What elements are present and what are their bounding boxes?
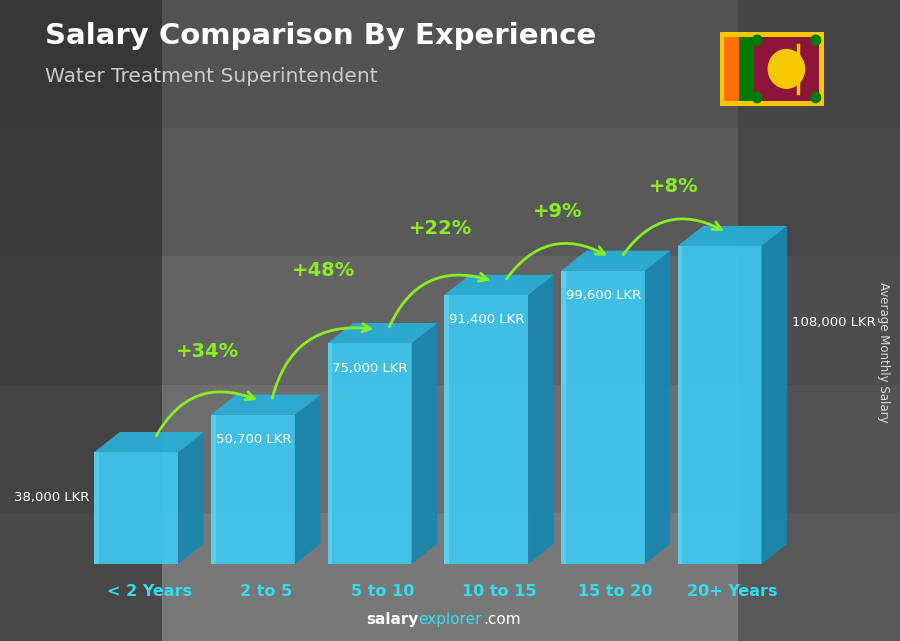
Circle shape bbox=[811, 92, 821, 103]
Circle shape bbox=[769, 49, 805, 88]
Polygon shape bbox=[561, 251, 670, 271]
Polygon shape bbox=[328, 344, 411, 564]
Polygon shape bbox=[678, 246, 761, 564]
Polygon shape bbox=[211, 415, 215, 564]
Text: +22%: +22% bbox=[409, 219, 472, 238]
Polygon shape bbox=[211, 415, 295, 564]
Polygon shape bbox=[328, 344, 332, 564]
Text: 91,400 LKR: 91,400 LKR bbox=[449, 313, 524, 326]
Text: +48%: +48% bbox=[292, 260, 356, 279]
Polygon shape bbox=[445, 275, 554, 295]
Polygon shape bbox=[411, 323, 437, 564]
Text: 50,700 LKR: 50,700 LKR bbox=[215, 433, 291, 446]
Text: +34%: +34% bbox=[176, 342, 238, 362]
Polygon shape bbox=[678, 226, 788, 246]
Bar bbox=[724, 37, 739, 101]
Circle shape bbox=[752, 92, 762, 103]
Text: 75,000 LKR: 75,000 LKR bbox=[332, 362, 408, 375]
Text: 2 to 5: 2 to 5 bbox=[239, 585, 292, 599]
Bar bbox=[739, 37, 753, 101]
Text: salary: salary bbox=[366, 612, 418, 627]
Text: 5 to 10: 5 to 10 bbox=[351, 585, 414, 599]
Polygon shape bbox=[445, 295, 449, 564]
Text: Average Monthly Salary: Average Monthly Salary bbox=[878, 282, 890, 423]
Polygon shape bbox=[761, 226, 788, 564]
Text: +9%: +9% bbox=[533, 203, 582, 221]
Text: 108,000 LKR: 108,000 LKR bbox=[792, 316, 876, 329]
Polygon shape bbox=[561, 271, 565, 564]
Polygon shape bbox=[328, 323, 437, 344]
Bar bbox=[753, 37, 819, 101]
Text: .com: .com bbox=[483, 612, 521, 627]
Text: 15 to 20: 15 to 20 bbox=[579, 585, 652, 599]
Circle shape bbox=[752, 35, 762, 46]
Polygon shape bbox=[528, 275, 554, 564]
Polygon shape bbox=[295, 395, 320, 564]
Polygon shape bbox=[94, 452, 178, 564]
Polygon shape bbox=[94, 432, 203, 452]
Polygon shape bbox=[678, 246, 682, 564]
Text: +8%: +8% bbox=[649, 178, 698, 196]
Text: Salary Comparison By Experience: Salary Comparison By Experience bbox=[45, 22, 596, 51]
Polygon shape bbox=[94, 452, 99, 564]
Text: 20+ Years: 20+ Years bbox=[687, 585, 778, 599]
Polygon shape bbox=[644, 251, 670, 564]
Bar bbox=[0, 0, 162, 641]
Text: explorer: explorer bbox=[418, 612, 482, 627]
Polygon shape bbox=[561, 271, 644, 564]
Bar bbox=[0, 0, 900, 128]
Bar bbox=[0, 128, 900, 256]
Text: < 2 Years: < 2 Years bbox=[106, 585, 192, 599]
Bar bbox=[738, 0, 900, 641]
Circle shape bbox=[811, 35, 821, 46]
Bar bbox=[0, 513, 900, 641]
Polygon shape bbox=[445, 295, 528, 564]
Text: 38,000 LKR: 38,000 LKR bbox=[14, 492, 89, 504]
Polygon shape bbox=[211, 395, 320, 415]
Text: Water Treatment Superintendent: Water Treatment Superintendent bbox=[45, 67, 378, 87]
Polygon shape bbox=[178, 432, 203, 564]
Text: 10 to 15: 10 to 15 bbox=[462, 585, 536, 599]
Bar bbox=[0, 256, 900, 385]
Bar bbox=[0, 385, 900, 513]
Text: 99,600 LKR: 99,600 LKR bbox=[565, 289, 641, 303]
